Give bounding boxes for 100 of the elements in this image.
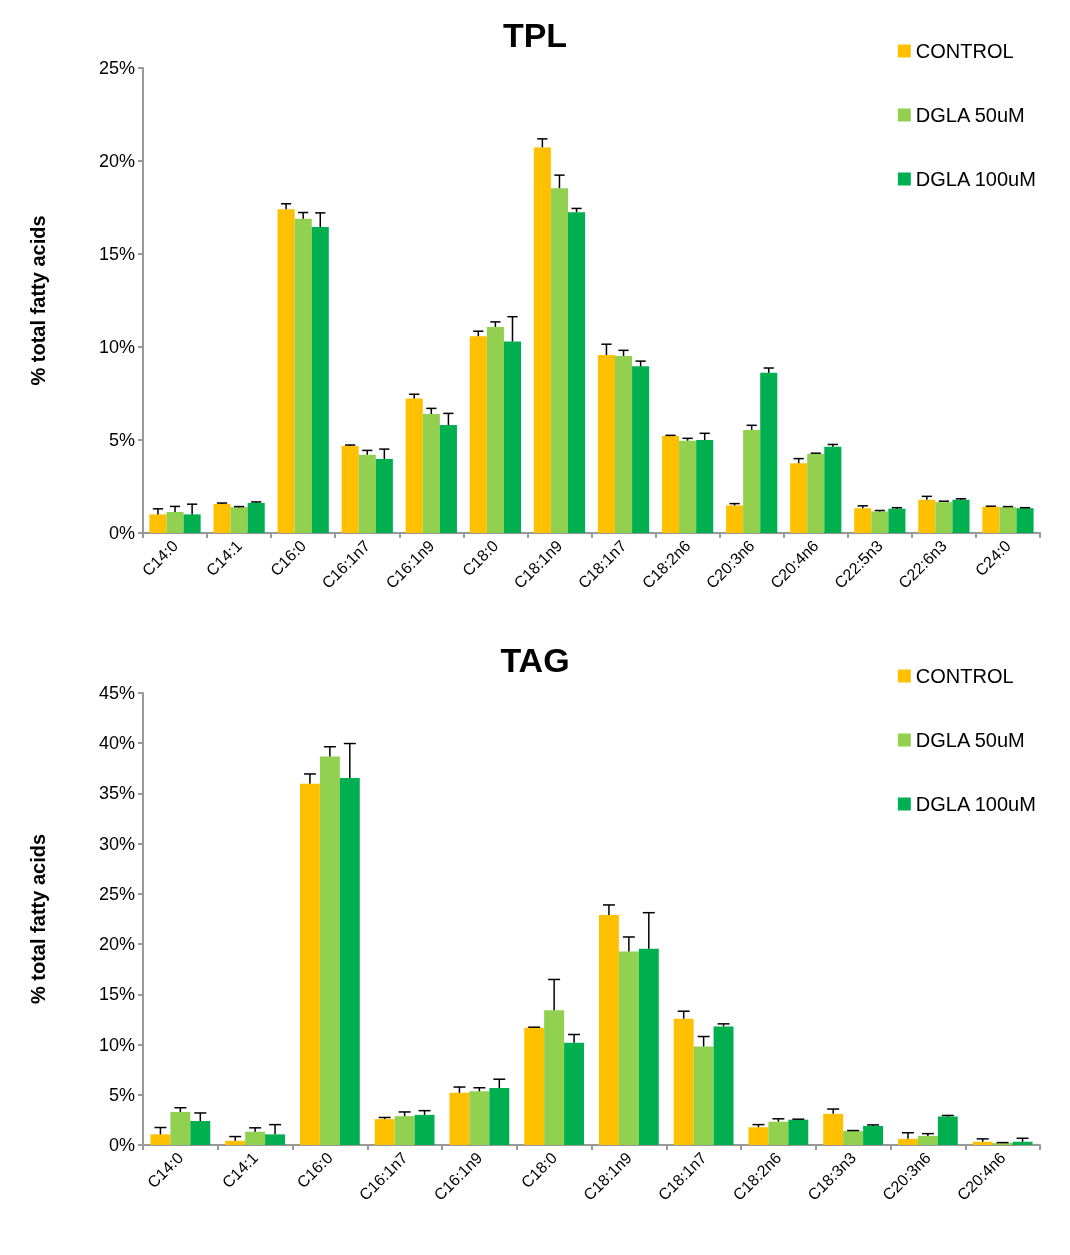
bar (568, 212, 586, 533)
bar (150, 1134, 171, 1145)
bar (149, 514, 167, 533)
y-tick-label: 40% (98, 733, 135, 754)
bar (230, 507, 248, 533)
y-tick-label: 45% (98, 683, 135, 703)
bar (394, 1116, 415, 1145)
bar (245, 1131, 266, 1145)
bar (449, 1092, 470, 1145)
y-tick-label: 30% (98, 833, 135, 854)
bar (277, 209, 295, 533)
bar (632, 366, 650, 533)
bar (743, 429, 761, 533)
bar (265, 1134, 286, 1145)
y-tick-label: 10% (98, 337, 135, 357)
bar (597, 355, 615, 533)
legend-label: CONTROL (915, 665, 1014, 687)
bar (888, 508, 906, 533)
bar (693, 1046, 714, 1145)
y-tick-label: 10% (98, 1034, 135, 1055)
bar (952, 499, 970, 533)
legend-label: DGLA 50uM (915, 729, 1025, 751)
bar (544, 1010, 565, 1145)
bar (469, 336, 487, 533)
bar (999, 507, 1017, 533)
bar (854, 508, 872, 533)
bar (166, 511, 184, 533)
y-tick-label: 25% (98, 883, 135, 904)
bar (1012, 1141, 1033, 1145)
bar (225, 1140, 246, 1145)
bar (863, 1125, 884, 1145)
bar (713, 1026, 734, 1145)
bar (170, 1111, 191, 1145)
bar (598, 914, 619, 1145)
bar (618, 951, 639, 1145)
y-tick-label: 5% (108, 430, 135, 450)
bar (524, 1027, 545, 1145)
bar (1016, 508, 1034, 533)
bar (469, 1091, 490, 1145)
bar (183, 514, 201, 533)
y-tick-label: 0% (108, 1135, 135, 1155)
bar (213, 503, 231, 533)
y-tick-label: 20% (98, 934, 135, 955)
legend-label: DGLA 100uM (915, 793, 1036, 815)
y-tick-label: 15% (98, 244, 135, 264)
bar (679, 440, 697, 533)
y-tick-label: 35% (98, 783, 135, 804)
bar (673, 1018, 694, 1145)
y-tick-label: 5% (108, 1084, 135, 1105)
bar (294, 218, 312, 533)
y-axis-title: % total fatty acids (27, 215, 49, 386)
bar (937, 1116, 958, 1145)
bar (503, 341, 522, 533)
bar (935, 502, 953, 533)
bar (190, 1120, 211, 1145)
y-axis-title: % total fatty acids (27, 833, 49, 1005)
bar (917, 1135, 938, 1145)
bar (614, 355, 633, 533)
bar (374, 1119, 395, 1145)
bar (439, 425, 457, 533)
chart-title: TAG (500, 641, 570, 679)
bar (299, 783, 320, 1145)
bar (405, 398, 423, 533)
chart-title: TPL (502, 16, 568, 54)
bar (486, 326, 504, 533)
bar (422, 413, 440, 533)
bar (972, 1141, 993, 1145)
bar (489, 1087, 510, 1145)
legend-label: DGLA 100uM (915, 168, 1036, 190)
bar (726, 505, 744, 533)
bar (768, 1121, 789, 1145)
y-tick-label: 0% (108, 523, 135, 543)
bar (696, 440, 714, 533)
bar (807, 453, 825, 533)
bar (897, 1138, 918, 1145)
bar (871, 511, 889, 533)
y-tick-label: 20% (98, 151, 135, 171)
bar (788, 1119, 809, 1145)
bar (375, 458, 393, 533)
bar (550, 188, 569, 533)
legend-label: DGLA 50uM (915, 104, 1025, 126)
y-tick-label: 15% (98, 984, 135, 1005)
bar (760, 372, 778, 533)
bar (918, 499, 936, 533)
bar (790, 463, 808, 533)
bar (823, 1113, 844, 1145)
bar (339, 777, 360, 1145)
bar (564, 1042, 585, 1145)
bar (638, 948, 659, 1145)
bar (358, 454, 376, 533)
bar (843, 1131, 864, 1145)
bar (311, 227, 329, 533)
bar (748, 1127, 769, 1145)
bar (982, 506, 1000, 533)
bar (533, 147, 551, 533)
bar (824, 446, 842, 533)
bar (414, 1114, 435, 1145)
legend-label: CONTROL (915, 40, 1014, 62)
bar (319, 756, 340, 1145)
bar (247, 502, 265, 533)
